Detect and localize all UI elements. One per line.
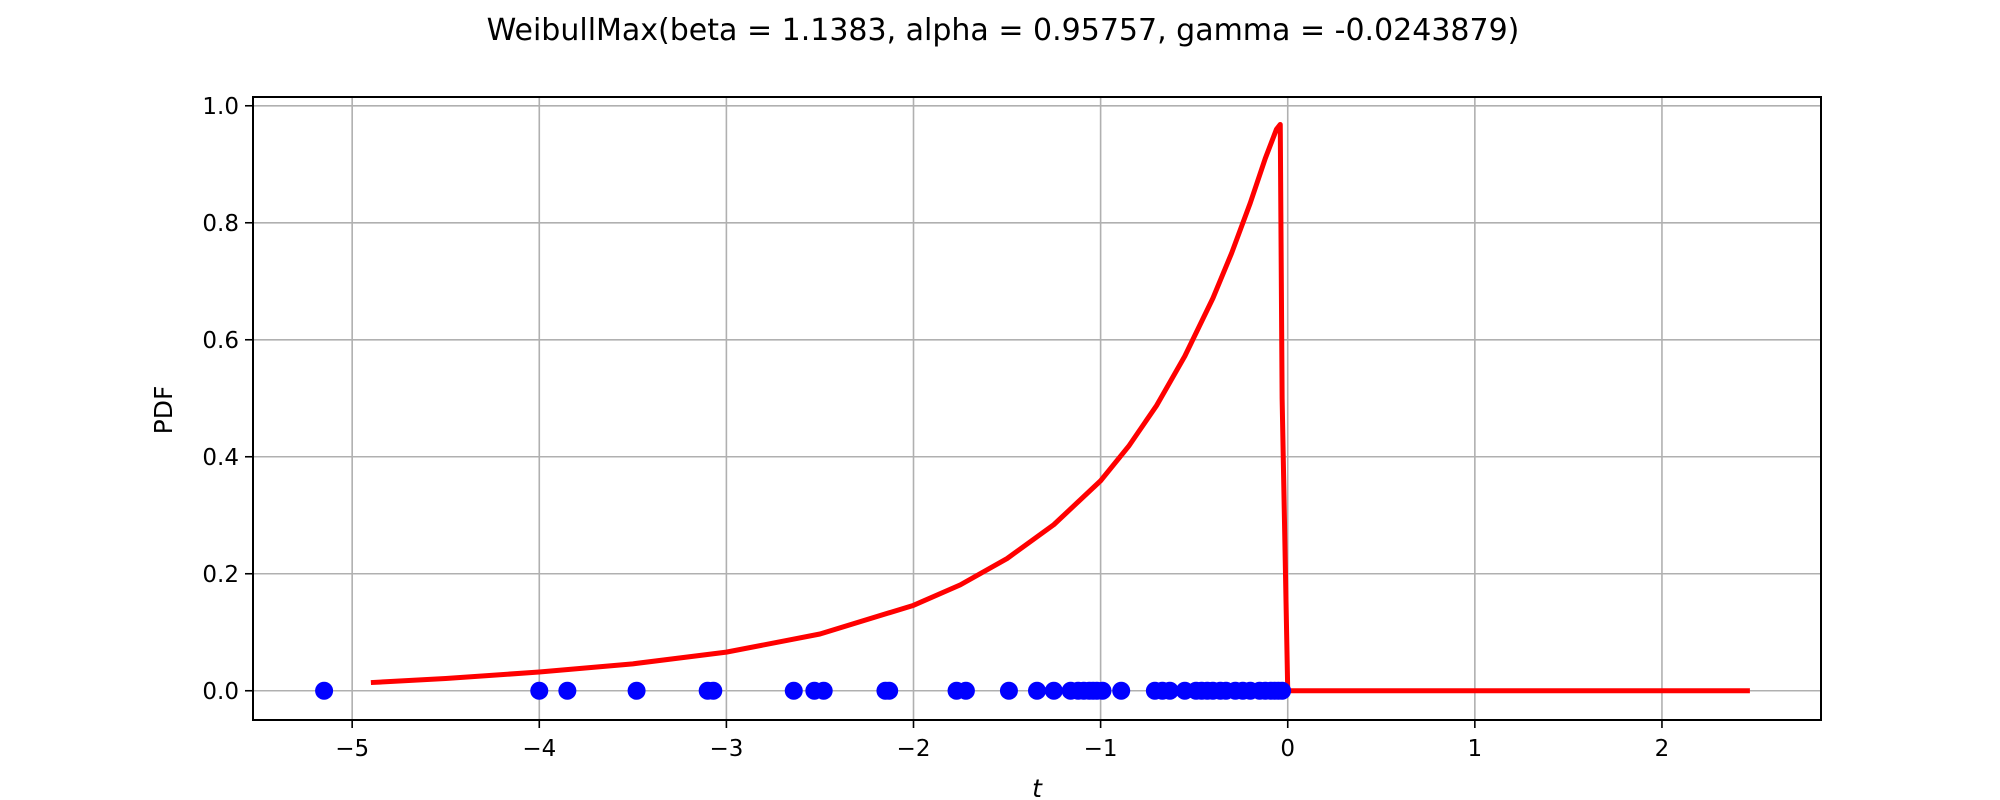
sample-point [704, 681, 723, 700]
sample-point [530, 681, 549, 700]
y-tick-label: 0.2 [202, 562, 239, 588]
sample-point [1028, 681, 1046, 700]
sample-point [784, 681, 803, 700]
pdf-curve [370, 121, 1750, 694]
plot-frame [252, 96, 1822, 721]
sample-point [814, 681, 833, 700]
x-tick-label: −3 [709, 736, 743, 762]
y-tick-label: 0.8 [202, 211, 239, 237]
sample-point [1112, 681, 1131, 700]
sample-point [999, 681, 1018, 700]
sample-point [627, 681, 646, 700]
y-tick-label: 0.4 [202, 445, 239, 471]
sample-point [558, 681, 577, 700]
axes: −5 −4 −3 −2 −1 0 1 2 0.0 0.2 0.4 0.6 0.8 1.0 [202, 94, 1669, 762]
grid [253, 97, 1821, 720]
x-axis-label: t [1032, 774, 1043, 800]
y-tick-label: 1.0 [202, 94, 239, 120]
y-axis-label: PDF [149, 386, 178, 435]
y-tick-label: 0.6 [202, 328, 239, 354]
sample-point [1093, 681, 1112, 700]
chart-title: WeibullMax(beta = 1.1383, alpha = 0.9575… [487, 13, 1520, 48]
sample-point [315, 681, 334, 700]
sample-point [956, 681, 975, 700]
x-tick-label: 0 [1280, 736, 1295, 762]
x-tick-label: 2 [1655, 736, 1670, 762]
plot-area [315, 121, 1750, 700]
x-tick-label: −2 [897, 736, 931, 762]
sample-point [880, 681, 899, 700]
x-tick-label: −4 [522, 736, 556, 762]
sample-point [1160, 681, 1179, 700]
x-tick-label: −1 [1084, 736, 1118, 762]
x-tick-label: −5 [335, 736, 369, 762]
sample-point [1273, 681, 1292, 700]
x-tick-label: 1 [1468, 736, 1483, 762]
y-tick-label: 0.0 [202, 679, 239, 705]
sample-point [1044, 681, 1063, 700]
